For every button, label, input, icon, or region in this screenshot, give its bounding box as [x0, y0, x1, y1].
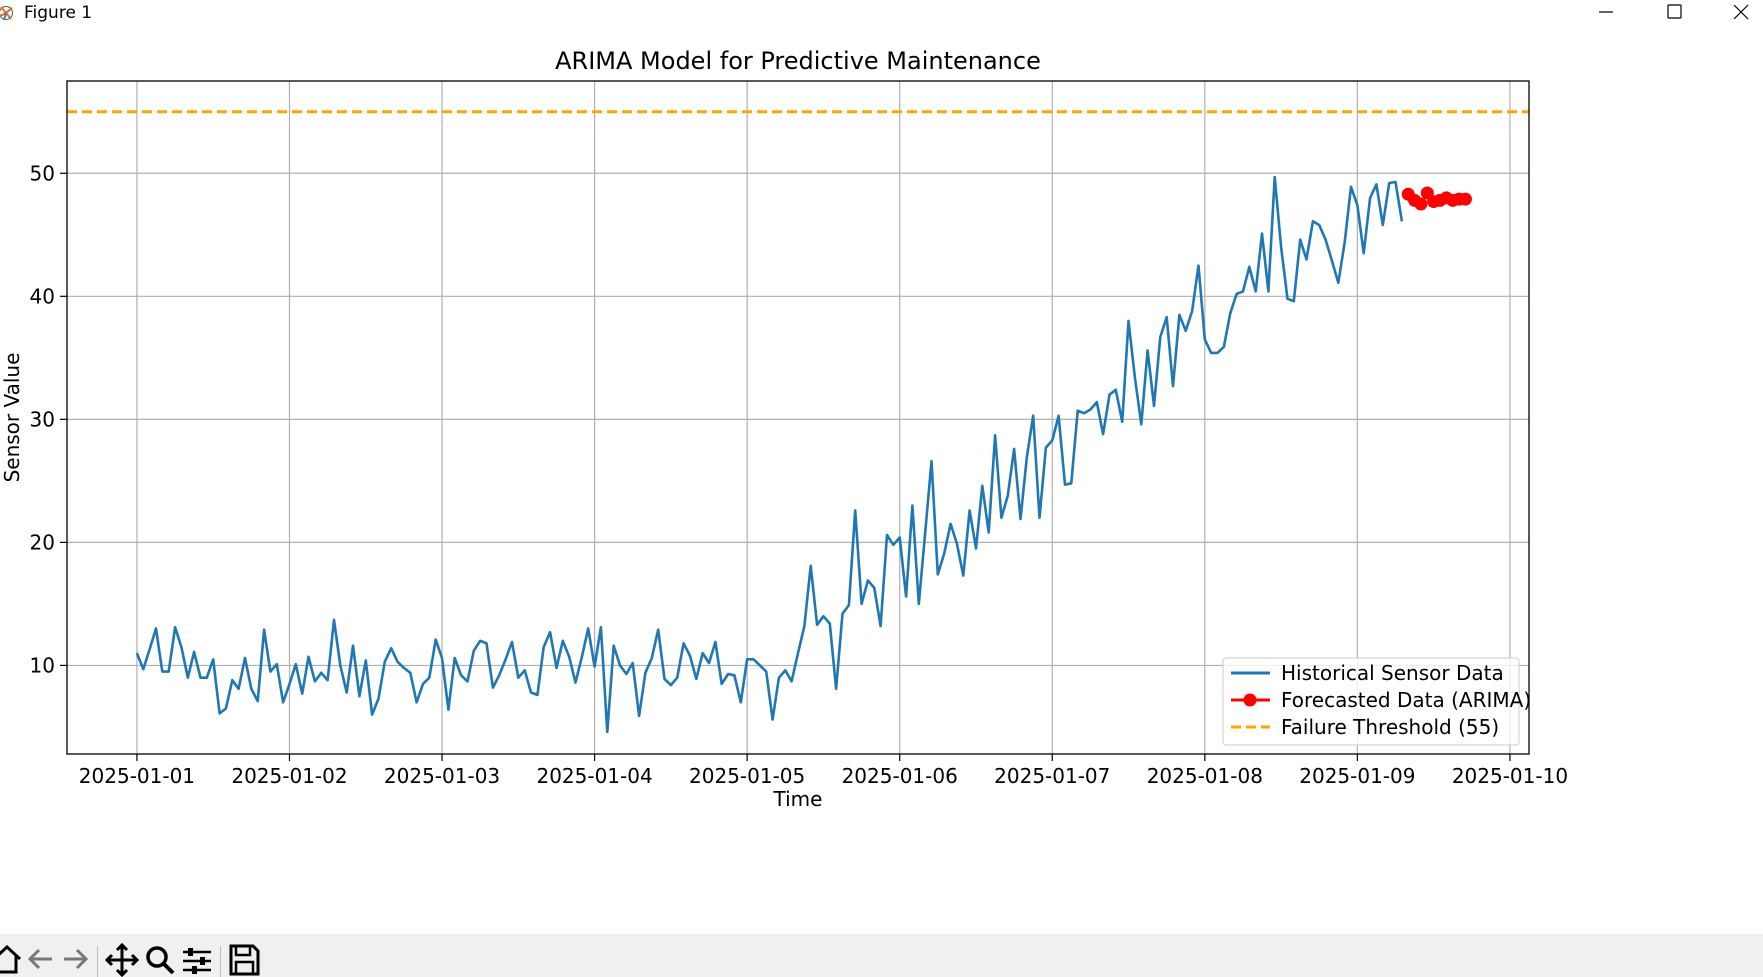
figure-canvas: 2025-01-01 2025-01-02 2025-01-03 2025-01-04…: [0, 34, 1763, 936]
x-axis-ticks: 2025-01-01 2025-01-02 2025-01-03 2025-01-04…: [79, 754, 1568, 788]
x-tick-label: 2025-01-09: [1299, 764, 1415, 788]
y-axis-label: Sensor Value: [0, 353, 24, 483]
y-tick-label: 20: [30, 530, 55, 554]
x-tick-label: 2025-01-10: [1452, 764, 1568, 788]
maximize-button[interactable]: [1651, 0, 1697, 30]
toolbar-separator: [97, 946, 98, 977]
matplotlib-app-icon: [0, 6, 13, 21]
close-button[interactable]: [1717, 0, 1763, 30]
y-tick-label: 10: [30, 653, 55, 677]
y-tick-label: 50: [30, 161, 55, 185]
navigation-toolbar: [0, 934, 1763, 977]
y-tick-label: 30: [30, 407, 55, 431]
legend-box: [1222, 657, 1520, 746]
window-title: Figure 1: [24, 3, 93, 23]
configure-subplots-icon[interactable]: [180, 942, 214, 977]
home-icon[interactable]: [0, 942, 24, 977]
zoom-icon[interactable]: [143, 942, 177, 977]
forecast-point: [1458, 192, 1472, 206]
axes-frame: [66, 80, 1530, 755]
forward-arrow-icon[interactable]: [58, 942, 92, 977]
minimize-button[interactable]: [1583, 0, 1629, 30]
chart-title: ARIMA Model for Predictive Maintenance: [555, 47, 1041, 75]
x-tick-label: 2025-01-02: [231, 764, 347, 788]
legend-label-forecast: Forecasted Data (ARIMA): [1281, 688, 1531, 712]
x-tick-label: 2025-01-03: [384, 764, 500, 788]
toolbar-separator: [220, 946, 221, 977]
historical-series-line: [135, 175, 1404, 734]
legend-label-historical: Historical Sensor Data: [1281, 661, 1504, 685]
chart[interactable]: 2025-01-01 2025-01-02 2025-01-03 2025-01-04…: [0, 34, 1763, 936]
back-arrow-icon[interactable]: [24, 942, 58, 977]
forecast-point: [1414, 197, 1428, 211]
legend-swatch-forecast-marker: [1243, 693, 1257, 707]
y-axis-ticks: 10 20 30 40 50: [30, 161, 67, 677]
save-icon[interactable]: [227, 942, 261, 977]
legend-label-threshold: Failure Threshold (55): [1281, 715, 1499, 739]
y-tick-label: 40: [30, 284, 55, 308]
x-tick-label: 2025-01-04: [536, 764, 652, 788]
x-tick-label: 2025-01-08: [1147, 764, 1263, 788]
x-tick-label: 2025-01-06: [842, 764, 958, 788]
x-tick-label: 2025-01-01: [79, 764, 195, 788]
x-tick-label: 2025-01-05: [689, 764, 805, 788]
legend: Historical Sensor Data Forecasted Data (…: [1222, 657, 1531, 746]
x-tick-label: 2025-01-07: [994, 764, 1110, 788]
series-layer: [135, 175, 1472, 734]
x-axis-label: Time: [773, 787, 823, 811]
pan-icon[interactable]: [105, 942, 139, 977]
window-titlebar: Figure 1: [0, 0, 1763, 36]
